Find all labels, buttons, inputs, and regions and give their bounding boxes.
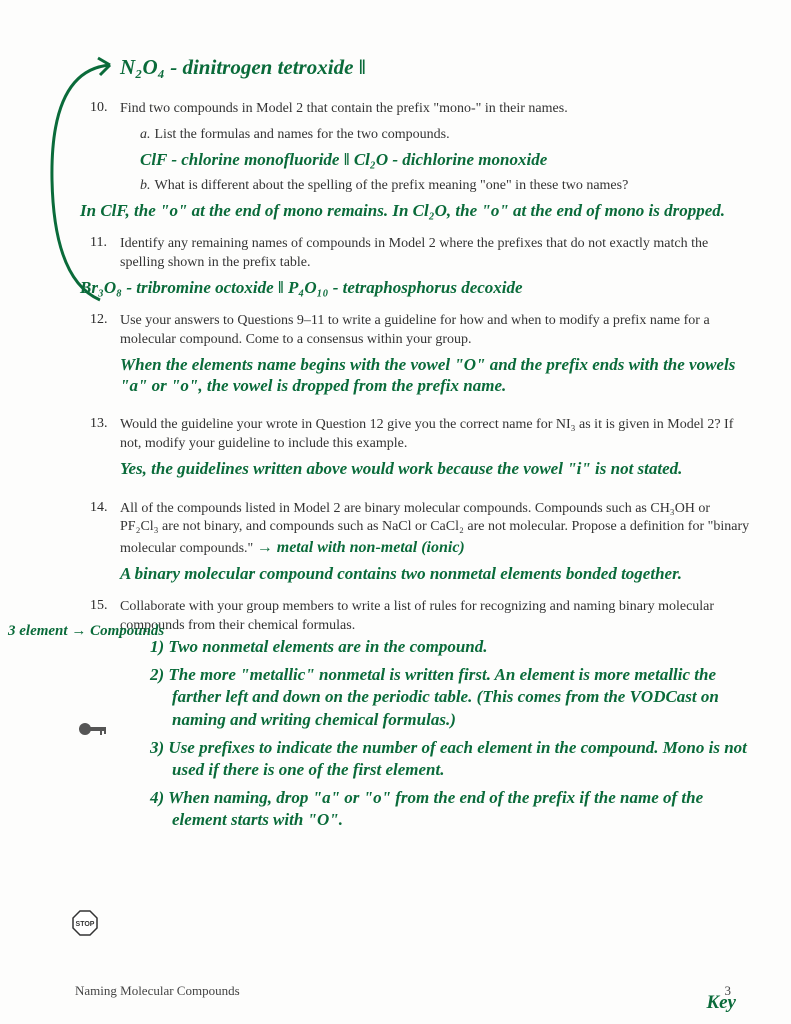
question-text: Identify any remaining names of compound… (120, 235, 751, 273)
question-10: 10. Find two compounds in Model 2 that c… (60, 100, 751, 221)
question-text: Collaborate with your group members to w… (120, 598, 751, 636)
key-icon (78, 720, 108, 738)
rule-2: 2) The more "metallic" nonmetal is writt… (150, 664, 751, 730)
answer-10a: ClF - chlorine monofluoride ‖ Cl₂O - dic… (140, 149, 751, 170)
question-number: 11. (90, 235, 107, 251)
sub-text: List the formulas and names for the two … (155, 127, 450, 142)
worksheet-content: 10. Find two compounds in Model 2 that c… (60, 100, 751, 831)
question-text: All of the compounds listed in Model 2 a… (120, 500, 751, 560)
sub-question-b: b. What is different about the spelling o… (120, 176, 751, 196)
svg-text:STOP: STOP (76, 921, 95, 928)
question-text: Would the guideline your wrote in Questi… (120, 416, 751, 454)
stop-icon: STOP (72, 910, 98, 936)
answer-12: When the elements name begins with the v… (120, 354, 751, 397)
rules-list: 1) Two nonmetal elements are in the comp… (120, 636, 751, 831)
footer-title: Naming Molecular Compounds (75, 983, 240, 999)
question-text: Find two compounds in Model 2 that conta… (120, 100, 751, 119)
question-12: 12. Use your answers to Questions 9–11 t… (60, 312, 751, 396)
curve-arrow-annotation (40, 50, 130, 310)
answer-10b: In ClF, the "o" at the end of mono remai… (80, 200, 751, 221)
answer-14: A binary molecular compound contains two… (120, 563, 751, 584)
top-annotation: N₂O₄ - dinitrogen tetroxide ‖ (120, 55, 366, 80)
inline-note-14: → metal with non-metal (ionic) (257, 539, 465, 556)
page-footer: Naming Molecular Compounds 3 (75, 983, 731, 999)
rule-3: 3) Use prefixes to indicate the number o… (150, 737, 751, 781)
sub-label: a. (140, 127, 151, 142)
rule-4: 4) When naming, drop "a" or "o" from the… (150, 787, 751, 831)
key-label: Key (706, 992, 736, 1014)
answer-13: Yes, the guidelines written above would … (120, 458, 751, 479)
sub-text: What is different about the spelling of … (155, 178, 629, 193)
question-11: 11. Identify any remaining names of comp… (60, 235, 751, 298)
answer-11: Br₃O₈ - tribromine octoxide ‖ P₄O₁₀ - te… (80, 277, 751, 298)
question-number: 15. (90, 598, 108, 614)
question-number: 14. (90, 500, 108, 516)
rule-1: 1) Two nonmetal elements are in the comp… (150, 636, 751, 658)
question-text: Use your answers to Questions 9–11 to wr… (120, 312, 751, 350)
sub-label: b. (140, 178, 151, 193)
question-number: 13. (90, 416, 108, 432)
question-number: 10. (90, 100, 108, 116)
question-number: 12. (90, 312, 108, 328)
sub-question-a: a. List the formulas and names for the tw… (120, 125, 751, 170)
question-14: 14. All of the compounds listed in Model… (60, 500, 751, 585)
margin-note-14: 3 element → Compounds (8, 623, 164, 640)
question-13: 13. Would the guideline your wrote in Qu… (60, 416, 751, 479)
